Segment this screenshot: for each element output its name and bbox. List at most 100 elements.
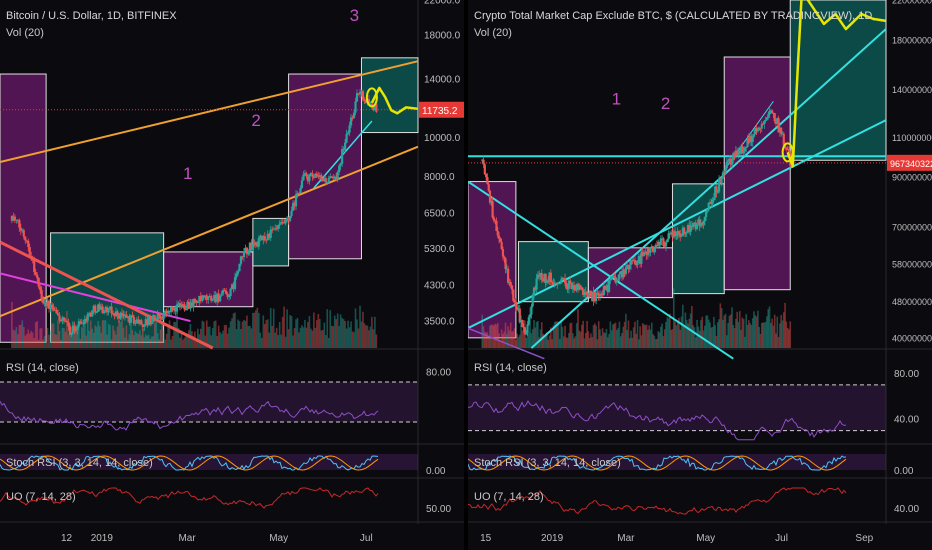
right-candle-body bbox=[666, 239, 669, 243]
left-candle-body bbox=[98, 304, 101, 310]
left-candle-body bbox=[352, 112, 356, 119]
left-candle-body bbox=[36, 274, 39, 278]
right-candle-body bbox=[512, 289, 515, 301]
right-candle-body bbox=[677, 231, 681, 234]
right-candle-body bbox=[507, 268, 510, 283]
right-candle-body bbox=[483, 164, 486, 175]
left-time-tick: Jul bbox=[360, 533, 373, 544]
left-volume-bar bbox=[76, 331, 79, 348]
left-volume-bar bbox=[286, 309, 288, 348]
left-volume-bar bbox=[128, 334, 131, 348]
left-chart-pane[interactable]: 1 2 3 22000.0 18000.0 14000.0 10000.0 8000.0 650… bbox=[0, 0, 464, 550]
left-range-box-6[interactable] bbox=[360, 57, 419, 134]
right-chart-title[interactable]: Crypto Total Market Cap Exclude BTC, $ (… bbox=[474, 10, 874, 22]
left-candle-body bbox=[113, 313, 116, 317]
left-chart-svg[interactable]: 12322000.018000.014000.010000.08000.0650… bbox=[0, 0, 464, 550]
right-trend-line-5[interactable] bbox=[468, 327, 545, 360]
right-trend-line-2[interactable] bbox=[530, 28, 887, 349]
right-candle-body bbox=[681, 227, 684, 236]
left-volume-bar bbox=[250, 328, 253, 348]
left-volume-bar bbox=[124, 337, 126, 348]
left-highlight-ellipse[interactable] bbox=[365, 87, 378, 108]
left-volume-label[interactable]: Vol (20) bbox=[6, 27, 44, 39]
left-volume-bar bbox=[24, 335, 27, 348]
right-highlight-ellipse[interactable] bbox=[781, 142, 794, 163]
left-volume-bar bbox=[290, 315, 293, 348]
right-projection-wave[interactable] bbox=[786, 0, 887, 168]
left-rsi-label[interactable]: RSI (14, close) bbox=[6, 362, 79, 374]
right-candle-body bbox=[529, 314, 532, 318]
right-stoch-label[interactable]: Stoch RSI (3, 3, 14, 14, close) bbox=[474, 457, 621, 469]
left-range-box-5[interactable] bbox=[288, 73, 362, 260]
left-volume-bar bbox=[25, 333, 28, 348]
left-volume-bar bbox=[277, 335, 279, 348]
left-trend-line-2[interactable] bbox=[0, 145, 419, 318]
left-volume-bar bbox=[296, 317, 299, 348]
left-candle-body bbox=[129, 315, 133, 323]
left-volume-bar bbox=[342, 319, 345, 348]
right-volume-bar bbox=[487, 335, 490, 348]
left-volume-bar bbox=[371, 316, 373, 348]
right-rsi-label[interactable]: RSI (14, close) bbox=[474, 362, 547, 374]
right-volume-bar bbox=[706, 315, 709, 348]
right-candle-body bbox=[734, 150, 737, 157]
right-candle-body bbox=[589, 290, 593, 297]
right-volume-bar bbox=[511, 331, 513, 348]
right-volume-bar bbox=[605, 329, 608, 348]
right-volume-bar bbox=[737, 322, 740, 348]
left-volume-bar bbox=[308, 315, 311, 348]
right-volume-bar bbox=[525, 337, 528, 348]
right-volume-bar bbox=[764, 321, 767, 348]
right-range-box-3[interactable] bbox=[587, 247, 673, 299]
left-candle-body bbox=[280, 222, 283, 224]
right-trend-line-4[interactable] bbox=[468, 119, 887, 330]
left-volume-bar bbox=[302, 327, 305, 348]
left-projection-wave[interactable] bbox=[370, 86, 419, 115]
right-candle-body bbox=[629, 260, 633, 265]
right-candle-body bbox=[637, 256, 640, 261]
right-volume-label[interactable]: Vol (20) bbox=[474, 27, 512, 39]
right-trend-line-3[interactable] bbox=[468, 180, 734, 360]
right-candle-body bbox=[710, 202, 713, 205]
left-volume-bar bbox=[185, 334, 187, 348]
left-candle-body bbox=[293, 202, 296, 207]
left-volume-bar bbox=[100, 332, 102, 348]
left-candle-body bbox=[339, 163, 342, 166]
left-volume-bar bbox=[321, 330, 324, 348]
pane-divider[interactable] bbox=[464, 0, 468, 550]
left-candle-body bbox=[242, 251, 246, 258]
left-trend-line-4[interactable] bbox=[0, 240, 214, 350]
left-volume-bar bbox=[284, 336, 287, 348]
left-volume-bar bbox=[243, 319, 245, 348]
right-uo-label[interactable]: UO (7, 14, 28) bbox=[474, 491, 544, 503]
left-stoch-label[interactable]: Stoch RSI (3, 3, 14, 14, close) bbox=[6, 457, 153, 469]
left-candle-body bbox=[180, 304, 183, 307]
left-range-box-1[interactable] bbox=[0, 73, 47, 343]
right-chart-pane[interactable]: 1232200000000001800000000001400000000001… bbox=[468, 0, 932, 550]
right-volume-bar bbox=[604, 332, 606, 348]
right-candle-body bbox=[783, 145, 787, 148]
right-volume-bar bbox=[618, 321, 621, 348]
right-candle-body bbox=[697, 219, 700, 224]
left-price-tick: 5300.0 bbox=[424, 244, 455, 255]
right-candle-body bbox=[774, 121, 778, 124]
left-volume-bar bbox=[197, 328, 199, 348]
right-candle-body bbox=[582, 289, 585, 295]
left-uo-label[interactable]: UO (7, 14, 28) bbox=[6, 491, 76, 503]
right-stoch-d-line bbox=[468, 455, 847, 471]
left-volume-bar bbox=[310, 328, 312, 348]
right-candle-body bbox=[623, 269, 626, 274]
left-volume-bar bbox=[149, 338, 152, 348]
right-volume-bar bbox=[653, 335, 656, 348]
left-candle-body bbox=[358, 92, 362, 95]
left-candle-body bbox=[28, 247, 31, 256]
left-volume-bar bbox=[356, 319, 358, 348]
left-chart-title[interactable]: Bitcoin / U.S. Dollar, 1D, BITFINEX bbox=[6, 10, 177, 22]
left-trend-line-1[interactable] bbox=[0, 60, 419, 164]
right-volume-bar bbox=[628, 338, 631, 348]
right-chart-svg[interactable]: 1232200000000001800000000001400000000001… bbox=[468, 0, 932, 550]
right-range-box-6[interactable] bbox=[789, 0, 887, 161]
left-candle-body bbox=[250, 242, 253, 250]
right-range-box-4[interactable] bbox=[671, 183, 725, 295]
left-trend-line-3[interactable] bbox=[0, 272, 191, 323]
